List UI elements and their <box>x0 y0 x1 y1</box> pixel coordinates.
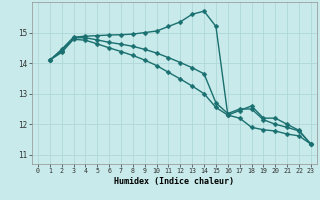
X-axis label: Humidex (Indice chaleur): Humidex (Indice chaleur) <box>115 177 234 186</box>
